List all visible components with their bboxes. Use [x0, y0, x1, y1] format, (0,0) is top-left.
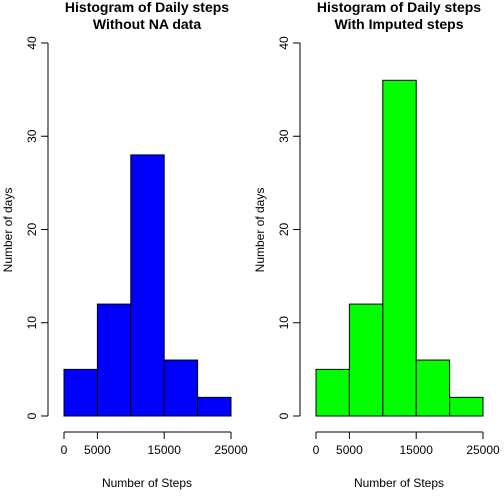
histogram-bar: [383, 80, 416, 416]
chart-title: Histogram of Daily steps: [65, 0, 229, 15]
x-tick-label: 15000: [400, 443, 434, 457]
x-tick-label: 15000: [148, 443, 182, 457]
bar-group: [64, 155, 231, 416]
bar-group: [316, 80, 483, 416]
y-tick-label: 20: [277, 223, 291, 237]
histogram-bar: [316, 369, 349, 416]
x-tick-label: 25000: [214, 443, 248, 457]
histogram-bar: [164, 360, 197, 416]
chart-subtitle: With Imputed steps: [335, 16, 464, 32]
histogram-bar: [131, 155, 164, 416]
x-tick-label: 5000: [84, 443, 111, 457]
histogram-panel-without-na: Histogram of Daily steps Without NA data…: [1, 0, 248, 490]
y-tick-label: 0: [25, 412, 39, 419]
histogram-bar: [97, 304, 130, 416]
y-tick-label: 10: [25, 316, 39, 330]
chart-subtitle: Without NA data: [93, 16, 201, 32]
y-axis-label: Number of days: [253, 188, 267, 273]
histogram-panel-imputed: Histogram of Daily steps With Imputed st…: [253, 0, 500, 490]
x-axis-label: Number of Steps: [102, 476, 192, 490]
y-tick-label: 30: [25, 129, 39, 143]
x-axis-label: Number of Steps: [354, 476, 444, 490]
y-tick-label: 30: [277, 129, 291, 143]
histogram-bar: [416, 360, 449, 416]
x-tick-label: 5000: [336, 443, 363, 457]
x-tick-label: 0: [61, 443, 68, 457]
y-axis: 0 10 20 30 40: [277, 36, 300, 419]
chart-title: Histogram of Daily steps: [317, 0, 481, 15]
histogram-bar: [198, 397, 231, 416]
y-tick-label: 10: [277, 316, 291, 330]
x-axis: 0 5000 15000 25000: [313, 432, 500, 457]
histogram-bar: [450, 397, 483, 416]
x-tick-label: 0: [313, 443, 320, 457]
x-axis: 0 5000 15000 25000: [61, 432, 248, 457]
y-axis: 0 10 20 30 40: [25, 36, 48, 419]
histogram-bar: [64, 369, 97, 416]
x-tick-label: 25000: [466, 443, 500, 457]
histogram-bar: [349, 304, 382, 416]
y-axis-label: Number of days: [1, 188, 15, 273]
y-tick-label: 40: [277, 36, 291, 50]
y-tick-label: 20: [25, 223, 39, 237]
y-tick-label: 0: [277, 412, 291, 419]
y-tick-label: 40: [25, 36, 39, 50]
